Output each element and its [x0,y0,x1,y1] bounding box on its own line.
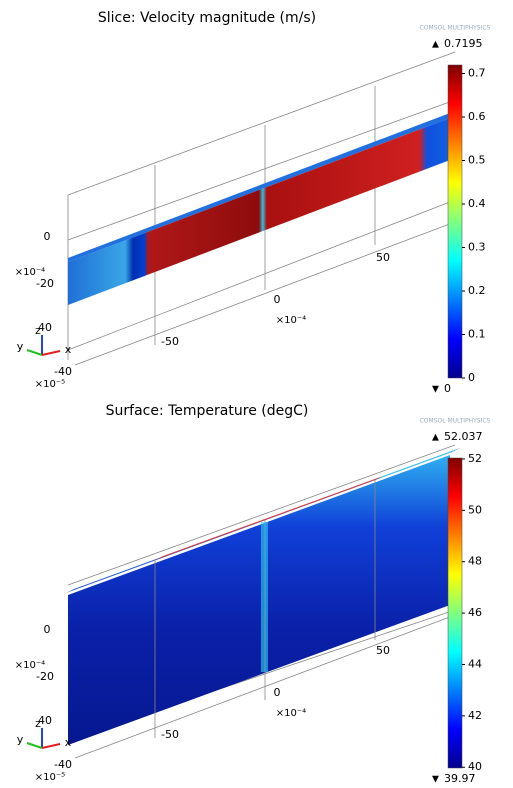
axis-label: -40 [54,758,72,771]
temperature-geometry [66,444,460,759]
triad-label: y [17,733,24,746]
axis-label: 0 [44,230,51,243]
axis-label: -50 [161,335,179,348]
axis-label: 40 [38,714,52,727]
colorbar-tick-label: 0.3 [468,240,486,253]
axis-label: 40 [38,321,52,334]
min-marker: ▼ [432,385,439,395]
watermark: COMSOL MULTIPHYSICS [420,418,491,425]
axis-label: 0 [274,293,281,306]
axis-label: 0 [274,686,281,699]
colorbar-max: 52.037 [444,430,483,443]
colorbar [447,457,463,769]
axis-label: -20 [36,670,54,683]
colorbar-tick-label: 0.4 [468,197,486,210]
colorbar-tick-label: 40 [468,760,482,773]
axis-label: 50 [376,644,390,657]
axis-label: -50 [161,728,179,741]
colorbar-min: 39.97 [444,772,476,785]
axis-exponent: ×10⁻⁴ [15,660,45,671]
triad-label: x [65,343,72,356]
plot-title: Slice: Velocity magnitude (m/s) [98,10,316,26]
colorbar-max: 0.7195 [444,37,483,50]
triad-x [41,743,61,749]
colorbar-tick-label: 46 [468,606,482,619]
colorbar-tick-label: 0.1 [468,327,486,340]
triad-y [26,349,43,356]
colorbar-min: 0 [444,382,451,395]
axis-exponent: ×10⁻⁴ [276,708,306,719]
axis-exponent: ×10⁻⁵ [35,379,65,390]
axis-label: 0 [44,623,51,636]
colorbar-tick-label: 0.7 [468,66,486,79]
triad-label: x [65,736,72,749]
colorbar [447,64,463,379]
axis-exponent: ×10⁻⁴ [276,315,306,326]
colorbar-tick-label: 44 [468,657,482,670]
axis-exponent: ×10⁻⁴ [15,267,45,278]
colorbar-tick-label: 48 [468,555,482,568]
triad-label: z [35,324,41,337]
triad-label: z [35,717,41,730]
colorbar-tick-label: 42 [468,709,482,722]
triad-x [41,350,61,356]
colorbar-tick-label: 50 [468,503,482,516]
velocity-geometry [67,51,456,366]
triad-y [26,742,43,749]
min-marker: ▼ [432,775,439,785]
colorbar-tick-label: 52 [468,452,482,465]
plot-title: Surface: Temperature (degC) [106,403,309,419]
colorbar-tick-label: 0.2 [468,284,486,297]
triad-label: y [17,340,24,353]
colorbar-tick-label: 0 [468,371,475,384]
axis-label: -40 [54,365,72,378]
axis-exponent: ×10⁻⁵ [35,772,65,783]
colorbar-tick-label: 0.5 [468,153,486,166]
max-marker: ▲ [432,40,439,50]
axis-label: 50 [376,251,390,264]
axis-label: -20 [36,277,54,290]
watermark: COMSOL MULTIPHYSICS [420,25,491,32]
max-marker: ▲ [432,433,439,443]
colorbar-tick-label: 0.6 [468,110,486,123]
